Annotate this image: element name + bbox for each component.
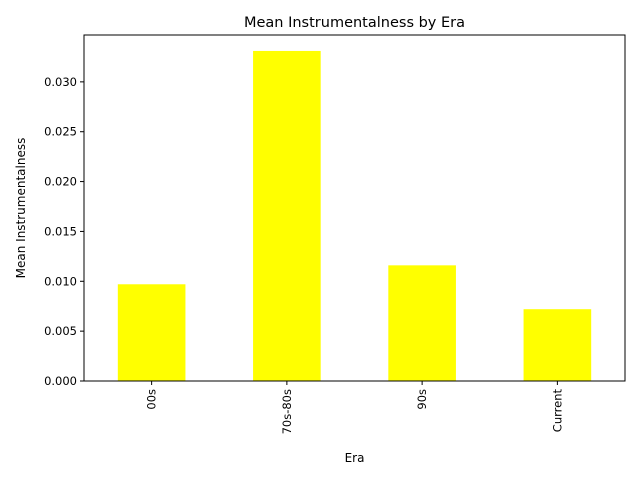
y-tick-label: 0.000 [44, 374, 77, 388]
bar-current [523, 309, 592, 381]
y-tick-label: 0.030 [44, 75, 77, 89]
x-tick-label: 70s-80s [280, 389, 294, 434]
bar-70s-80s [253, 50, 321, 382]
y-tick-label: 0.015 [44, 224, 77, 238]
y-tick-label: 0.025 [44, 125, 77, 139]
y-axis-label: Mean Instrumentalness [14, 138, 28, 279]
chart-title: Mean Instrumentalness by Era [244, 15, 465, 31]
x-tick-label: 00s [145, 389, 159, 410]
y-tick-label: 0.020 [44, 175, 77, 189]
y-tick-label: 0.005 [44, 324, 77, 338]
x-axis-label: Era [345, 451, 365, 465]
plot-area: 0.000 0.005 0.010 0.015 0.020 0.025 0.030 00s 70… [44, 50, 592, 434]
bar-00s [117, 284, 186, 381]
bar-90s [388, 265, 456, 381]
x-tick-label: 90s [415, 389, 429, 410]
x-tick-label: Current [550, 389, 564, 433]
y-tick-label: 0.010 [44, 274, 77, 288]
axes-frame [83, 34, 626, 382]
